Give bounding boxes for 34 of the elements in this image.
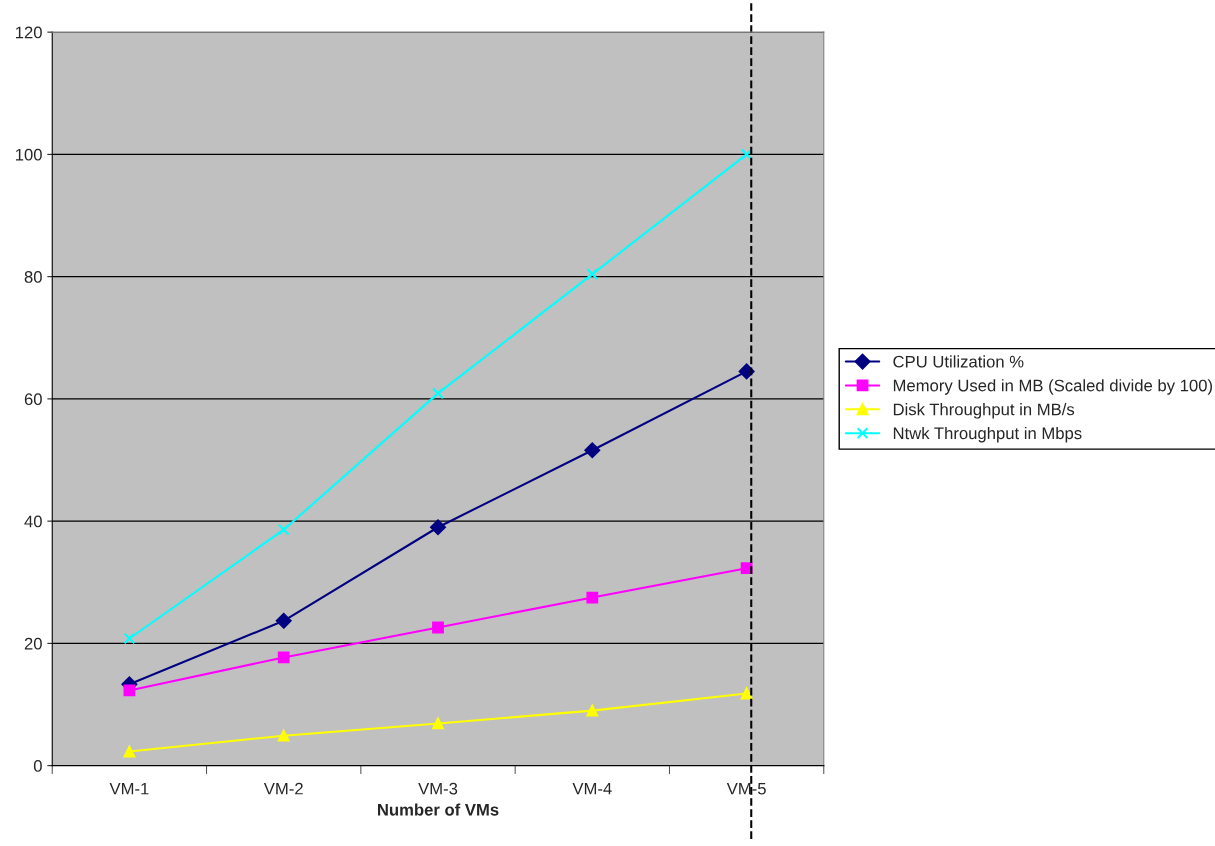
- y-tick-label: 20: [24, 637, 42, 650]
- x-tick-label: VM-3: [418, 782, 458, 795]
- point: [123, 632, 136, 645]
- y-tick-label: 60: [24, 393, 42, 406]
- point: [586, 591, 599, 604]
- point: [275, 612, 292, 629]
- legend-label: CPU Utilization %: [893, 355, 1024, 368]
- legend-label: Disk Throughput in MB/s: [893, 403, 1075, 419]
- point: [586, 268, 599, 281]
- point: [740, 687, 753, 700]
- point: [584, 442, 601, 459]
- x-tick-label: VM-4: [572, 782, 612, 795]
- legend-label: Memory Used in MB (Scaled divide by 100): [893, 379, 1212, 395]
- point: [123, 745, 136, 758]
- point: [432, 717, 444, 730]
- y-tick-label: 80: [24, 271, 42, 283]
- point: [432, 621, 444, 634]
- legend-label: Ntwk Throughput in Mbps: [893, 426, 1082, 443]
- point: [740, 148, 753, 161]
- point: [277, 729, 290, 742]
- y-tick-label: 40: [24, 515, 42, 528]
- y-tick-label: 0: [33, 760, 42, 772]
- y-tick-label: 120: [15, 26, 42, 39]
- point: [123, 684, 136, 697]
- x-tick-label: VM-1: [109, 782, 149, 795]
- x-axis-title: Number of VMs: [378, 803, 499, 816]
- point: [277, 651, 290, 664]
- point: [586, 704, 599, 717]
- x-tick-label: VM-2: [263, 782, 303, 795]
- point: [430, 519, 446, 536]
- y-tick-label: 100: [15, 148, 42, 161]
- x-tick-label: VM-5: [726, 782, 766, 795]
- point: [277, 523, 290, 536]
- point: [432, 387, 444, 400]
